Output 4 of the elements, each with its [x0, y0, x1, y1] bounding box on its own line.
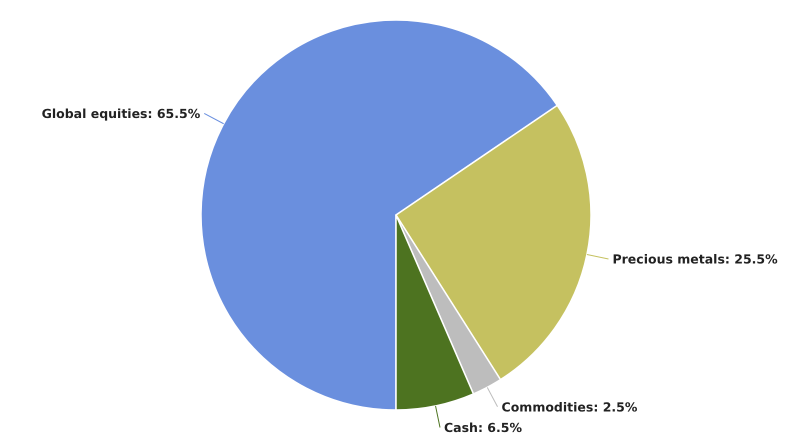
slice-label: Commodities: 2.5%	[502, 399, 638, 414]
slice-label: Cash: 6.5%	[444, 420, 522, 435]
slice-label: Global equities: 65.5%	[42, 106, 201, 121]
slice-label: Precious metals: 25.5%	[612, 252, 778, 267]
